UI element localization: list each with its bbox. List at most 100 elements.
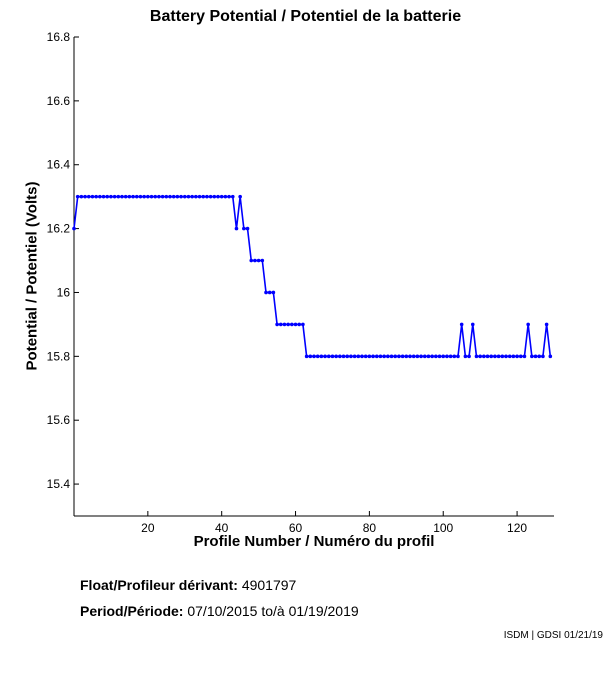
period-label: Period/Période:: [80, 603, 184, 619]
data-point: [507, 354, 512, 359]
data-point: [98, 194, 102, 199]
data-point: [511, 354, 516, 359]
data-point: [389, 354, 394, 359]
float-info: Float/Profileur dérivant: 4901797: [80, 577, 296, 593]
y-tick-label: 15.4: [47, 477, 71, 491]
data-point: [341, 354, 346, 359]
y-axis-label: Potential / Potentiel (Volts): [23, 181, 41, 371]
data-point: [474, 354, 479, 359]
data-point: [153, 194, 158, 199]
data-point: [374, 354, 379, 359]
data-point: [297, 322, 302, 327]
y-tick-label: 15.6: [47, 413, 71, 427]
y-tick-label: 15.8: [47, 349, 71, 363]
data-point: [463, 354, 468, 359]
data-point: [504, 354, 508, 359]
data-point: [146, 194, 150, 199]
data-point: [452, 354, 457, 359]
data-point: [120, 194, 124, 199]
data-point: [371, 354, 375, 359]
data-point: [445, 354, 449, 359]
data-point: [522, 354, 527, 359]
data-point: [482, 354, 486, 359]
data-point: [349, 354, 353, 359]
period-end: 01/19/2019: [288, 603, 359, 619]
data-point: [312, 354, 316, 359]
data-point: [256, 258, 261, 263]
data-point: [179, 194, 183, 199]
data-point: [157, 194, 161, 199]
data-point: [400, 354, 405, 359]
y-tick-label: 16.8: [47, 30, 71, 44]
data-point: [86, 194, 91, 199]
x-tick-label: 100: [433, 521, 453, 535]
data-point: [286, 322, 290, 327]
data-point: [90, 194, 95, 199]
data-point: [242, 226, 246, 231]
data-point: [112, 194, 117, 199]
data-point: [526, 322, 530, 327]
data-point: [315, 354, 320, 359]
data-point: [171, 194, 176, 199]
data-point: [356, 354, 361, 359]
data-point: [72, 226, 76, 231]
data-point: [500, 354, 505, 359]
data-point: [197, 194, 202, 199]
data-point: [234, 226, 239, 231]
data-point: [426, 354, 431, 359]
data-point: [408, 354, 412, 359]
data-point: [101, 194, 106, 199]
data-point: [227, 194, 231, 199]
data-point: [386, 354, 390, 359]
data-point: [212, 194, 217, 199]
data-point: [208, 194, 213, 199]
data-point: [293, 322, 298, 327]
data-point: [411, 354, 416, 359]
data-point: [245, 226, 250, 231]
data-point: [467, 354, 471, 359]
data-point: [393, 354, 398, 359]
float-label: Float/Profileur dérivant:: [80, 577, 238, 593]
data-point: [404, 354, 409, 359]
data-point: [323, 354, 327, 359]
data-point: [190, 194, 194, 199]
data-point: [544, 322, 549, 327]
data-point: [459, 322, 464, 327]
x-tick-label: 40: [215, 521, 229, 535]
x-tick-label: 120: [507, 521, 527, 535]
data-point: [160, 194, 165, 199]
data-point: [330, 354, 335, 359]
data-point: [489, 354, 494, 359]
data-point: [437, 354, 442, 359]
data-point: [378, 354, 383, 359]
data-point: [485, 354, 490, 359]
data-point: [127, 194, 132, 199]
data-point: [123, 194, 128, 199]
data-point: [94, 194, 98, 199]
data-point: [79, 194, 84, 199]
data-point: [496, 354, 501, 359]
data-point: [290, 322, 294, 327]
y-tick-label: 16.2: [47, 222, 71, 236]
data-point: [422, 354, 427, 359]
data-point: [301, 322, 305, 327]
x-tick-label: 60: [289, 521, 303, 535]
data-point: [219, 194, 224, 199]
data-point: [109, 194, 113, 199]
y-tick-label: 16: [57, 285, 71, 299]
data-point: [131, 194, 135, 199]
data-point: [223, 194, 228, 199]
data-point: [83, 194, 87, 199]
data-point: [260, 258, 265, 263]
data-point: [533, 354, 538, 359]
data-point: [338, 354, 342, 359]
data-point: [205, 194, 209, 199]
data-point: [518, 354, 523, 359]
data-point: [470, 322, 475, 327]
data-point: [441, 354, 446, 359]
data-point: [304, 354, 309, 359]
data-point: [75, 194, 80, 199]
data-point: [334, 354, 338, 359]
float-value: 4901797: [241, 577, 297, 593]
data-point: [105, 194, 110, 199]
